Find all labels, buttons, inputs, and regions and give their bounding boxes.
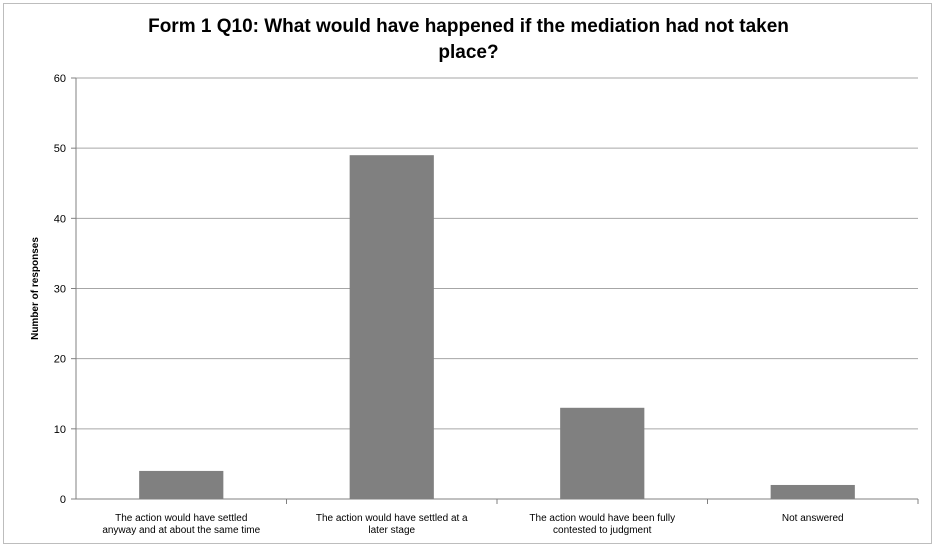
- y-tick-label-10: 10: [54, 424, 66, 436]
- x-category-label-line: contested to judgment: [553, 525, 652, 536]
- axes: [71, 77, 919, 504]
- chart-title-line-1: Form 1 Q10: What would have happened if …: [148, 16, 789, 37]
- y-axis-title: Number of responses: [30, 237, 41, 340]
- gridlines: [76, 77, 918, 430]
- labels: 0 10 20 30 40 50 60 The action would have settl…: [30, 73, 844, 536]
- y-tick-label-50: 50: [54, 143, 66, 155]
- y-tick-label-40: 40: [54, 213, 66, 225]
- x-category-label-line: anyway and at about the same time: [102, 525, 260, 536]
- bars: [139, 155, 855, 499]
- x-category-label-1: The action would have settled anyway and …: [102, 513, 260, 536]
- chart-frame: [3, 3, 932, 544]
- y-tick-label-0: 0: [60, 494, 66, 506]
- x-category-label-line: The action would have settled at a: [316, 513, 468, 524]
- x-category-label-2: The action would have settled at a later …: [316, 513, 468, 536]
- x-category-label-line: later stage: [368, 525, 415, 536]
- y-tick-label-60: 60: [54, 73, 66, 85]
- x-category-label-line: The action would have been fully: [529, 513, 675, 524]
- x-category-label-line: Not answered: [782, 513, 844, 524]
- bar-2: [349, 155, 434, 499]
- y-tick-label-30: 30: [54, 284, 66, 296]
- y-tick-label-20: 20: [54, 354, 66, 366]
- bar-1: [139, 470, 224, 499]
- x-category-label-line: The action would have settled: [115, 513, 247, 524]
- bar-3: [560, 407, 645, 499]
- x-category-label-3: The action would have been fully conteste…: [529, 513, 675, 536]
- x-category-label-4: Not answered: [782, 513, 844, 524]
- chart-title-line-2: place?: [438, 42, 499, 63]
- bar-4: [770, 484, 855, 499]
- chart-title: Form 1 Q10: What would have happened if …: [0, 14, 937, 66]
